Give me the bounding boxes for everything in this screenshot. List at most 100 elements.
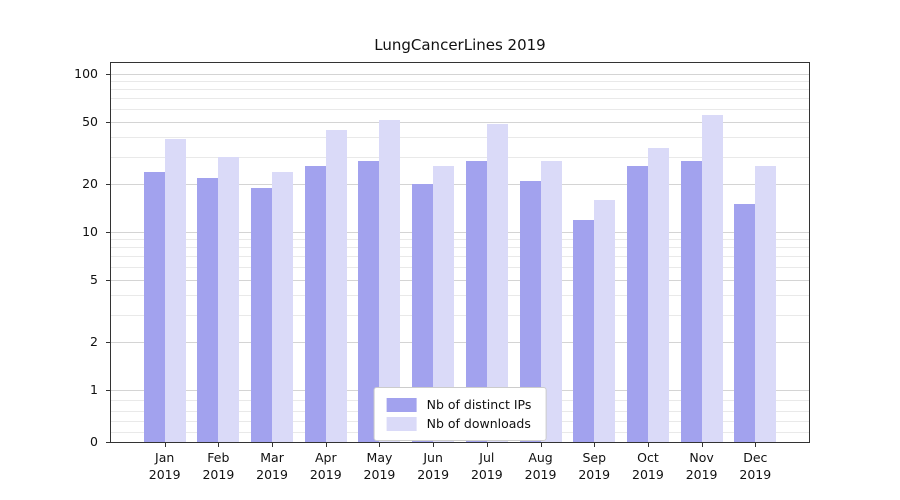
y-tick-mark [106, 342, 110, 344]
legend-label-downloads: Nb of downloads [426, 416, 531, 431]
bar-downloads [486, 124, 508, 442]
x-tick-label: Sep 2019 [562, 449, 626, 483]
x-tick-mark [218, 443, 220, 447]
x-tick-year: 2019 [632, 467, 664, 482]
bar-distinct-ips [197, 177, 219, 442]
major-gridline [111, 184, 809, 186]
x-tick-month: Apr [314, 450, 337, 465]
x-tick-label: May 2019 [347, 449, 411, 483]
y-tick-mark [106, 442, 110, 443]
bar-downloads [218, 156, 240, 442]
y-tick-mark [106, 279, 110, 281]
minor-gridline [111, 314, 809, 316]
major-gridline [111, 121, 809, 123]
legend-item-distinct-ips: Nb of distinct IPs [385, 395, 534, 414]
bar-downloads [647, 148, 669, 442]
x-tick-label: Oct 2019 [616, 449, 680, 483]
x-tick-month: Dec [743, 450, 768, 465]
y-tick-label: 20 [82, 176, 98, 192]
x-tick-label: Jun 2019 [401, 449, 465, 483]
x-tick-month: Sep [582, 450, 606, 465]
y-tick-mark [106, 184, 110, 186]
y-tick-mark [106, 121, 110, 123]
bar-distinct-ips [573, 219, 595, 442]
y-tick-label: 1 [90, 382, 98, 397]
bar-downloads [164, 138, 186, 442]
legend-swatch-distinct-ips [386, 397, 417, 412]
minor-gridline [111, 89, 809, 91]
major-gridline [111, 279, 809, 281]
x-tick-year: 2019 [470, 467, 503, 482]
x-tick-month: Jun [423, 450, 443, 465]
x-tick-label: Nov 2019 [670, 449, 734, 483]
bar-downloads [379, 120, 401, 442]
y-tick-label: 50 [82, 113, 98, 129]
bar-downloads [433, 166, 455, 442]
chart-title: LungCancerLines 2019 [374, 36, 546, 54]
x-tick-label: Jul 2019 [455, 449, 519, 483]
legend-label-distinct-ips: Nb of distinct IPs [426, 397, 532, 412]
x-tick-label: Aug 2019 [509, 449, 573, 483]
x-tick-mark [486, 443, 488, 447]
bar-distinct-ips [412, 184, 434, 442]
y-tick-mark [106, 74, 110, 75]
minor-gridline [111, 247, 809, 249]
x-tick-mark [540, 443, 542, 447]
x-tick-label: Feb 2019 [186, 449, 250, 483]
x-tick-label: Mar 2019 [240, 449, 304, 483]
x-tick-mark [594, 443, 596, 447]
y-tick-label: 2 [90, 334, 98, 350]
minor-gridline [111, 267, 809, 269]
minor-gridline [111, 136, 809, 138]
x-tick-mark [701, 443, 703, 447]
x-tick-label: Apr 2019 [294, 449, 358, 483]
minor-gridline [111, 109, 809, 111]
major-gridline [111, 342, 809, 344]
x-tick-mark [433, 443, 435, 447]
legend-item-downloads: Nb of downloads [385, 414, 534, 433]
x-tick-year: 2019 [363, 467, 396, 482]
x-tick-mark [647, 443, 649, 447]
x-tick-year: 2019 [417, 467, 450, 482]
minor-gridline [111, 294, 809, 296]
x-tick-mark [379, 443, 381, 447]
bar-distinct-ips [143, 171, 165, 442]
bar-distinct-ips [626, 166, 648, 442]
y-tick-label: 5 [90, 271, 98, 287]
y-tick-label: 10 [82, 224, 98, 239]
y-tick-mark [106, 232, 110, 233]
bar-distinct-ips [465, 161, 487, 442]
x-tick-year: 2019 [148, 467, 181, 482]
bar-downloads [594, 199, 616, 442]
plot-area [110, 62, 810, 443]
x-tick-month: Jan [155, 450, 175, 465]
x-tick-month: Oct [637, 450, 659, 465]
bar-distinct-ips [304, 166, 326, 442]
bar-downloads [272, 171, 294, 442]
x-tick-mark [164, 443, 166, 447]
bar-distinct-ips [734, 204, 756, 442]
bar-distinct-ips [519, 181, 541, 442]
x-tick-month: Aug [528, 450, 553, 465]
x-tick-month: Mar [260, 450, 284, 465]
minor-gridline [111, 239, 809, 241]
minor-gridline [111, 98, 809, 100]
major-gridline [111, 232, 809, 233]
bar-distinct-ips [358, 161, 380, 442]
x-tick-year: 2019 [202, 467, 235, 482]
x-tick-month: Feb [207, 450, 230, 465]
y-tick-mark [106, 390, 110, 391]
bar-downloads [701, 115, 723, 442]
x-tick-year: 2019 [578, 467, 611, 482]
y-tick-label: 0 [90, 434, 98, 449]
x-tick-mark [272, 443, 274, 447]
minor-gridline [111, 81, 809, 83]
x-tick-month: May [366, 450, 393, 465]
x-tick-month: Nov [689, 450, 714, 465]
x-tick-year: 2019 [256, 467, 288, 482]
minor-gridline [111, 156, 809, 158]
bar-downloads [755, 166, 777, 442]
bar-distinct-ips [680, 161, 702, 442]
y-tick-label: 100 [74, 66, 98, 81]
